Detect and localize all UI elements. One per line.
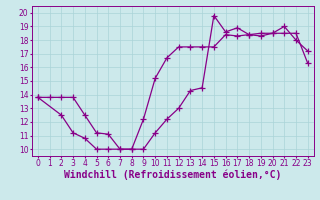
X-axis label: Windchill (Refroidissement éolien,°C): Windchill (Refroidissement éolien,°C) <box>64 170 282 180</box>
